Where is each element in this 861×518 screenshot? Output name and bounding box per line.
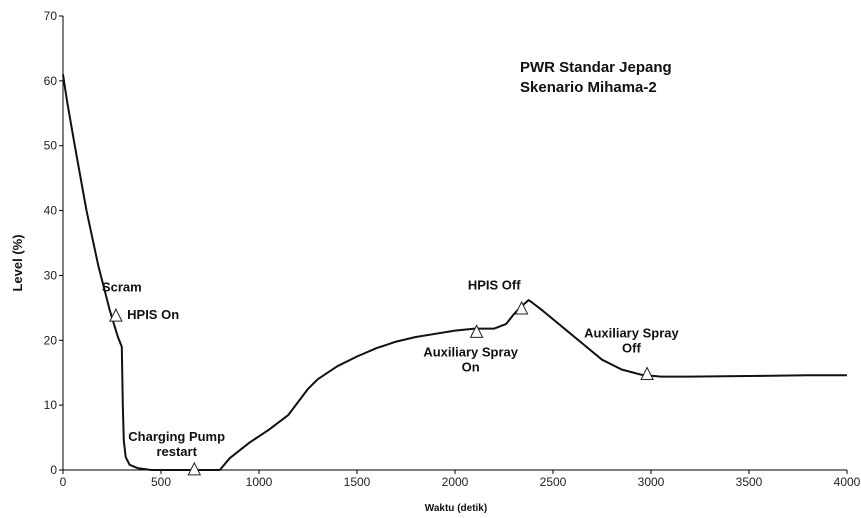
triangle-marker	[469, 324, 484, 338]
x-tick-label: 0	[60, 475, 67, 489]
chart-title: PWR Standar Jepang Skenario Mihama-2	[520, 59, 672, 96]
x-tick-label: 1000	[246, 475, 273, 489]
x-tick-label: 2000	[442, 475, 469, 489]
annotation-label: Charging Pump	[128, 429, 225, 444]
x-tick-label: 1500	[344, 475, 371, 489]
annotation-label: Auxiliary Spray	[423, 345, 518, 360]
triangle-marker	[187, 461, 202, 476]
event-markers	[109, 300, 654, 476]
x-axis-label: Waktu (detik)	[425, 503, 487, 514]
series-line	[62, 74, 847, 471]
y-tick-label: 20	[44, 333, 58, 347]
annotation-label: HPIS On	[127, 307, 179, 322]
x-tick-label: 3500	[736, 475, 763, 489]
y-tick-label: 10	[44, 398, 58, 412]
y-axis: 0 10 20 30 40 50 60 70	[44, 9, 64, 477]
y-tick-label: 50	[44, 139, 58, 153]
annotation-label: Off	[622, 341, 641, 356]
x-tick-label: 2500	[540, 475, 567, 489]
annotation-label: Auxiliary Spray	[584, 326, 679, 341]
y-tick-label: 0	[50, 463, 57, 477]
annotation-label: On	[462, 360, 480, 375]
annotation-label: Scram	[102, 280, 142, 295]
y-tick-label: 40	[44, 204, 58, 218]
chart-title-line: PWR Standar Jepang	[520, 59, 672, 76]
annotation-label: restart	[156, 444, 197, 459]
x-tick-label: 4000	[834, 475, 861, 489]
triangle-marker	[514, 300, 529, 315]
y-tick-label: 70	[44, 9, 58, 23]
y-tick-label: 30	[44, 268, 58, 282]
triangle-marker	[640, 366, 654, 380]
x-tick-label: 3000	[638, 475, 665, 489]
plot-area	[62, 74, 847, 471]
x-tick-label: 500	[151, 475, 171, 489]
chart-title-line: Skenario Mihama-2	[520, 79, 657, 96]
x-axis: 0 500 1000 1500 2000 2500 3000 3500 4000	[60, 469, 861, 489]
y-axis-label: Level (%)	[10, 234, 25, 291]
annotation-label: HPIS Off	[468, 278, 521, 293]
triangle-marker	[109, 307, 123, 322]
y-tick-label: 60	[44, 74, 58, 88]
